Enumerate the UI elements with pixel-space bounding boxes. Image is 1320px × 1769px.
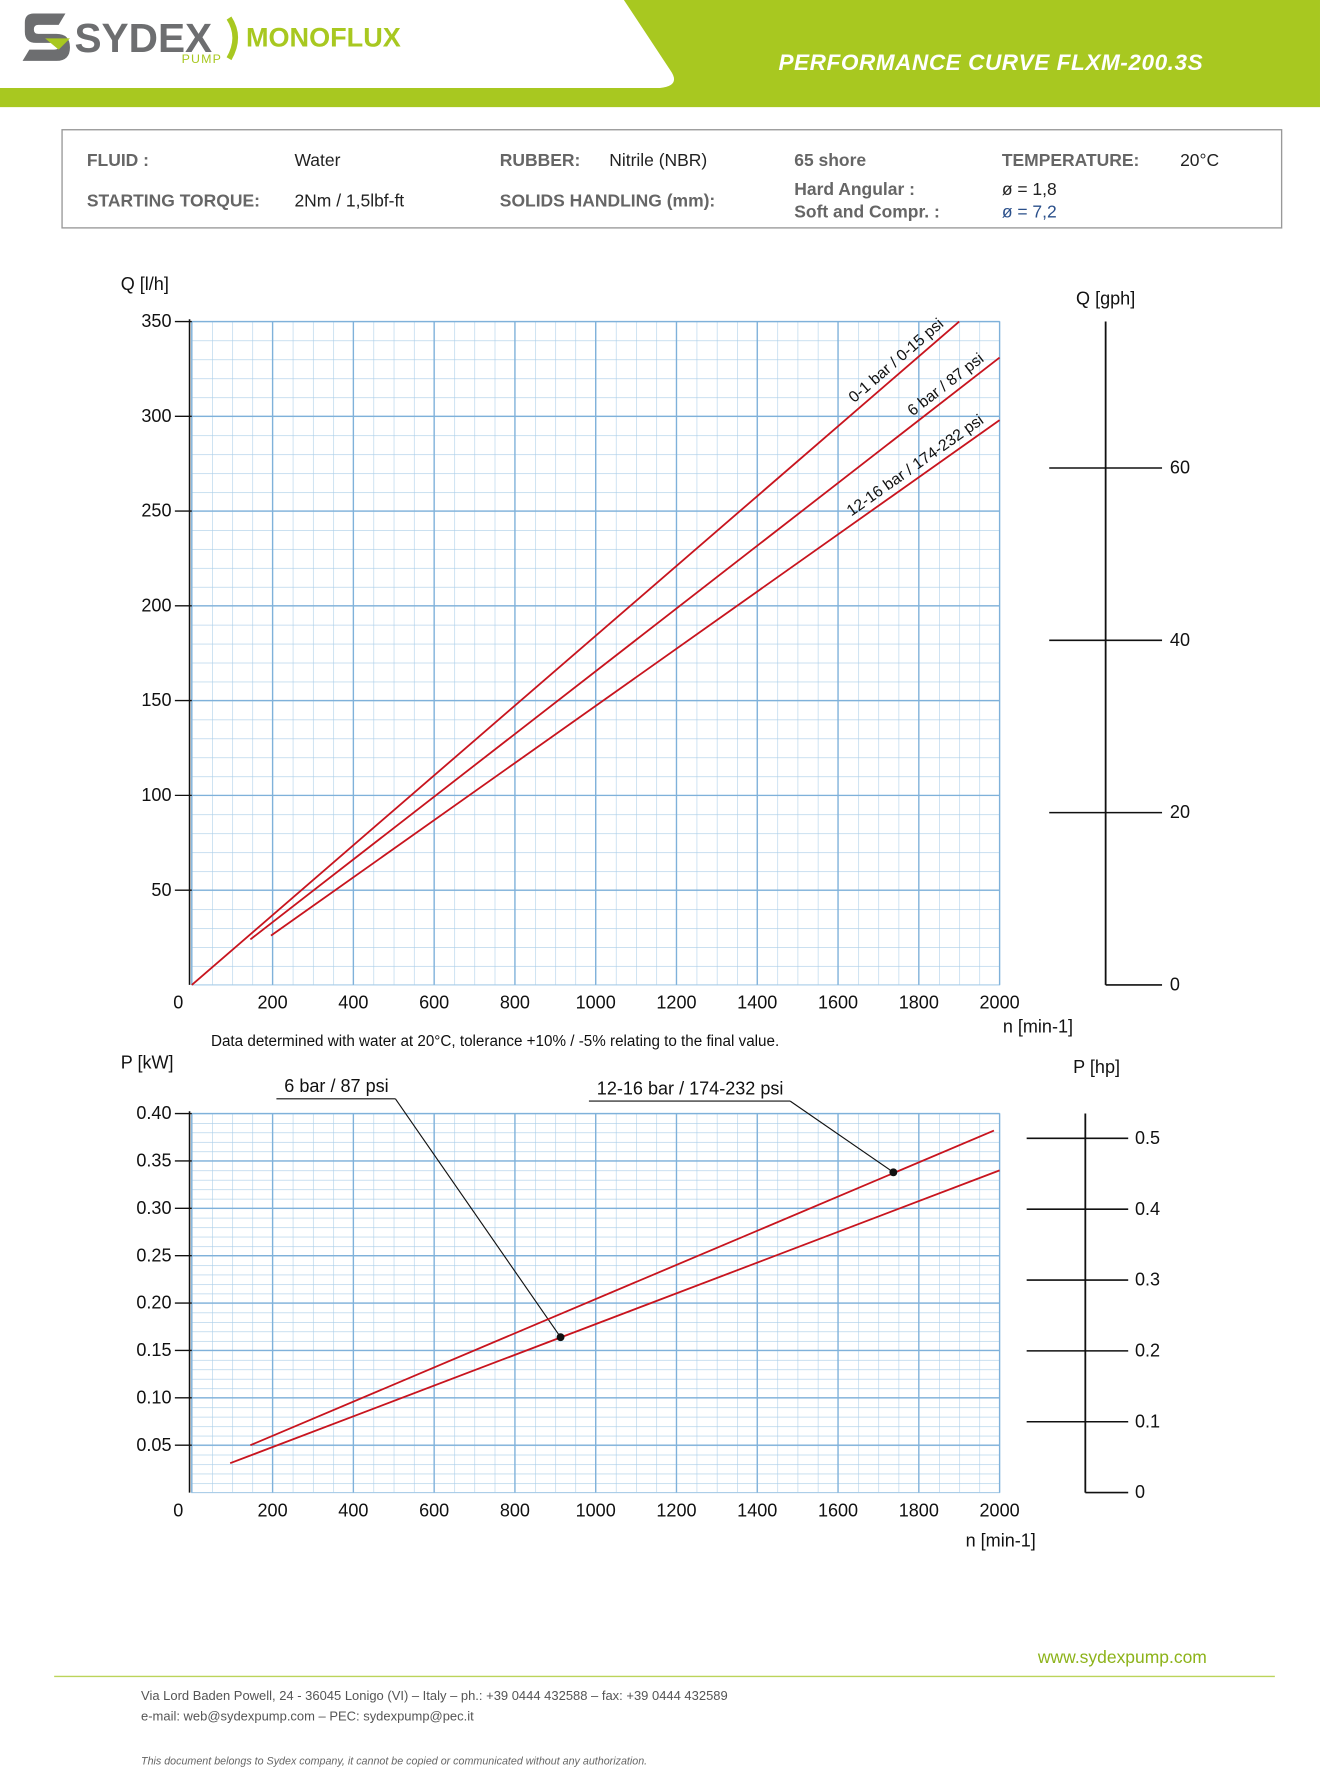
y-tick-label: 250 (141, 501, 171, 521)
callout-point (556, 1333, 565, 1342)
y-tick-label: 50 (151, 880, 171, 900)
info-box (61, 129, 1283, 229)
logo-bracket (226, 16, 239, 61)
series-line (229, 1169, 1000, 1465)
x-tick-label: 400 (338, 993, 368, 1013)
y-tick-label: 0.30 (136, 1198, 171, 1218)
info-value: ø = 1,8 (1002, 179, 1057, 199)
series-label: 12-16 bar / 174-232 psi (597, 1078, 784, 1098)
brand: SYDEX (74, 15, 212, 61)
x-tick-label: 1800 (899, 1500, 939, 1520)
x-tick-label: 800 (500, 993, 530, 1013)
info-value: Nitrile (NBR) (609, 150, 707, 170)
x-tick-label: 2000 (980, 1500, 1020, 1520)
y-tick-label: 0.35 (136, 1151, 171, 1171)
info-value: 65 shore (794, 150, 866, 170)
y-tick-label: 0.40 (136, 1103, 171, 1123)
x-tick-label: 400 (338, 1500, 368, 1520)
x-tick-label: 0 (173, 1500, 183, 1520)
y2-axis-title: Q [gph] (1076, 289, 1135, 309)
series-line (250, 1129, 995, 1447)
x-tick-label: 1200 (656, 1500, 696, 1520)
info-value: 20°C (1180, 150, 1219, 170)
info-label: STARTING TORQUE: (87, 190, 260, 210)
y2-axis-title: P [hp] (1073, 1057, 1120, 1077)
series-line (249, 356, 1001, 941)
disclaimer: This document belongs to Sydex company, … (141, 1755, 647, 1767)
info-label: Hard Angular : (794, 179, 915, 199)
y2-tick-label: 0 (1170, 975, 1180, 995)
info-label: TEMPERATURE: (1002, 150, 1139, 170)
x-tick-label: 1000 (576, 993, 616, 1013)
y-axis-title: Q [l/h] (121, 274, 169, 294)
x-axis-title: n [min-1] (1003, 1016, 1073, 1036)
y-tick-label: 200 (141, 595, 171, 615)
callout-leader (789, 1100, 894, 1173)
y-tick-label: 100 (141, 785, 171, 805)
email: e-mail: web@sydexpump.com – PEC: sydexpu… (141, 1708, 474, 1723)
y2-tick-label: 40 (1170, 630, 1190, 650)
x-tick-label: 1800 (899, 993, 939, 1013)
header-banner (0, 0, 1320, 108)
y2-tick-label: 0.5 (1135, 1128, 1160, 1148)
header-title: PERFORMANCE CURVE FLXM-200.3S (778, 50, 1203, 75)
y-tick-label: 0.25 (136, 1245, 171, 1265)
y2-tick-label: 20 (1170, 802, 1190, 822)
y2-tick-label: 0 (1135, 1482, 1145, 1502)
info-value: Water (294, 150, 340, 170)
y2-tick-label: 0.4 (1135, 1199, 1160, 1219)
x-tick-label: 1600 (818, 993, 858, 1013)
x-axis-title: n [min-1] (966, 1531, 1036, 1551)
y-tick-label: 0.20 (136, 1293, 171, 1313)
x-tick-label: 1400 (737, 1500, 777, 1520)
y-tick-label: 0.05 (136, 1435, 171, 1455)
x-tick-label: 1400 (737, 993, 777, 1013)
series-label: 6 bar / 87 psi (284, 1076, 388, 1096)
brand-sub: PUMP (182, 52, 222, 66)
x-tick-label: 1000 (576, 1500, 616, 1520)
note: Data determined with water at 20°C, tole… (211, 1033, 779, 1050)
y-tick-label: 0.15 (136, 1340, 171, 1360)
series-line (270, 419, 1001, 937)
y-tick-label: 350 (141, 311, 171, 331)
x-tick-label: 0 (173, 993, 183, 1013)
logo-icon (22, 13, 70, 61)
x-tick-label: 1200 (656, 993, 696, 1013)
address: Via Lord Baden Powell, 24 - 36045 Lonigo… (141, 1688, 728, 1703)
info-value: 2Nm / 1,5lbf-ft (294, 190, 404, 210)
info-label: FLUID : (87, 150, 149, 170)
info-label: Soft and Compr. : (794, 202, 940, 222)
x-tick-label: 600 (419, 1500, 449, 1520)
website[interactable]: www.sydexpump.com (1037, 1647, 1207, 1667)
product: MONOFLUX (246, 21, 401, 52)
x-tick-label: 600 (419, 993, 449, 1013)
info-label: RUBBER: (500, 150, 581, 170)
y2-tick-label: 60 (1170, 458, 1190, 478)
info-value: ø = 7,2 (1002, 202, 1057, 222)
x-tick-label: 200 (258, 1500, 288, 1520)
callout-point (889, 1168, 898, 1177)
y2-tick-label: 0.2 (1135, 1341, 1160, 1361)
x-tick-label: 800 (500, 1500, 530, 1520)
x-tick-label: 2000 (980, 993, 1020, 1013)
y-tick-label: 150 (141, 690, 171, 710)
y-tick-label: 0.10 (136, 1387, 171, 1407)
info-label: SOLIDS HANDLING (mm): (500, 190, 715, 210)
callout-leader (394, 1098, 562, 1338)
y-tick-label: 300 (141, 406, 171, 426)
y-axis-title: P [kW] (121, 1052, 174, 1072)
y2-tick-label: 0.1 (1135, 1411, 1160, 1431)
x-tick-label: 1600 (818, 1500, 858, 1520)
x-tick-label: 200 (258, 993, 288, 1013)
y2-tick-label: 0.3 (1135, 1270, 1160, 1290)
series-line (191, 320, 960, 986)
